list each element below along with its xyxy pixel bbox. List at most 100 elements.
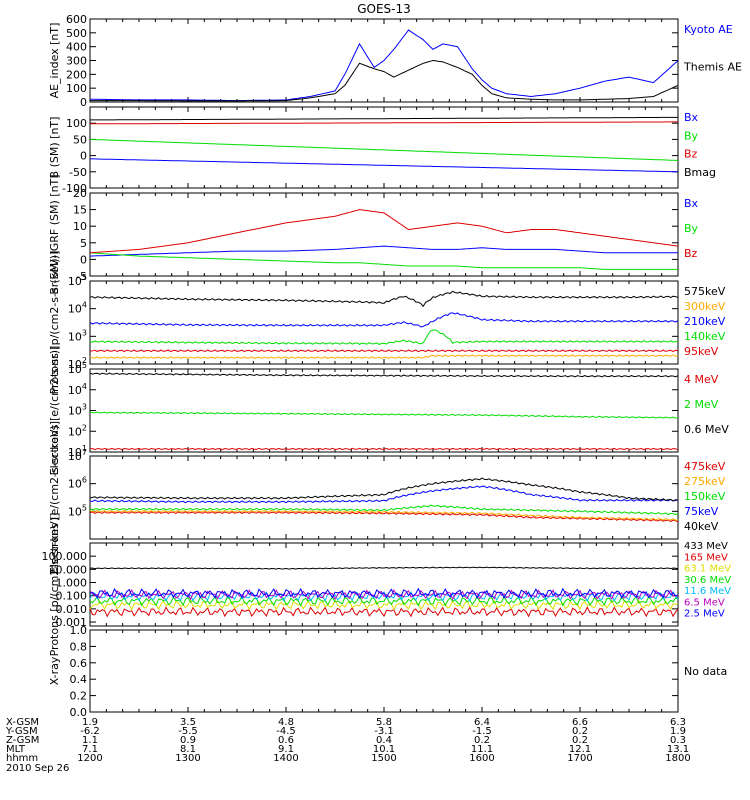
series-line-4-mev xyxy=(89,447,679,451)
footer-date: 2010 Sep 26 xyxy=(6,763,69,774)
y-tick-label: 103 xyxy=(68,403,87,418)
y-tick-label: 105 xyxy=(68,273,87,288)
y-tick-label: 0 xyxy=(80,253,87,266)
panel-6: 105 106 107 Electrons [e/(cm2-s-sr-keV)] 475… xyxy=(48,421,726,574)
y-tick-label: 600 xyxy=(66,13,87,26)
series-line-bx xyxy=(89,245,678,257)
y-tick-label: 5 xyxy=(80,237,87,250)
series-line-bmag xyxy=(89,116,678,121)
panel-7: 0.0010.0100.1001.00010.000100.000Protons… xyxy=(42,513,732,657)
y-tick-label: 104 xyxy=(68,301,87,316)
legend-label: 0.6 MeV xyxy=(684,423,729,436)
series-line-by xyxy=(89,252,678,270)
panel-3: -5 0 5 10 15 20 B (SM)-IGRF (SM) [nT] Bx By Bz xyxy=(48,174,699,294)
series-line-themis-ae xyxy=(90,59,679,102)
legend-label: 30.6 MeV xyxy=(684,575,731,586)
footer-value: 1.9 xyxy=(670,726,686,737)
legend-label: Bx xyxy=(684,111,699,124)
legend-label: Themis AE xyxy=(683,61,742,74)
footer-value: 6.3 xyxy=(670,717,686,728)
series-line-bx xyxy=(89,158,679,173)
y-tick-label: -50 xyxy=(69,166,87,179)
footer-value: 8.1 xyxy=(180,744,196,755)
footer-value: 11.1 xyxy=(471,744,493,755)
y-tick-label: 400 xyxy=(66,41,87,54)
legend-label: Bz xyxy=(684,148,698,161)
series-line-bz xyxy=(89,209,679,254)
footer-row-label: Y-GSM xyxy=(5,726,38,737)
legend-label: 140keV xyxy=(684,330,726,343)
y-tick-label: 50 xyxy=(73,133,87,146)
legend-label: 475keV xyxy=(684,460,726,473)
y-tick-label: 1.0 xyxy=(70,624,88,637)
footer-value: 9.1 xyxy=(278,744,294,755)
legend-label: 6.5 MeV xyxy=(684,597,725,608)
footer-value: 13.1 xyxy=(667,744,689,755)
y-tick-label: 10.000 xyxy=(49,563,88,576)
footer-value: 10.1 xyxy=(373,744,395,755)
series-line-by xyxy=(89,138,679,161)
y-axis-label: AE_index [nT] xyxy=(48,23,61,99)
footer-row-label: X-GSM xyxy=(6,717,39,728)
y-axis-label: Protons [p/(cm2-s-sr-keV)] xyxy=(48,251,61,395)
legend-label: 75keV xyxy=(684,505,719,518)
legend-label: 2.5 MeV xyxy=(684,609,725,620)
y-axis-label: B (SM)-IGRF (SM) [nT] xyxy=(48,174,61,294)
series-line-475kev xyxy=(89,511,679,523)
footer-value: -6.2 xyxy=(80,726,100,737)
y-tick-label: 0.010 xyxy=(56,603,88,616)
y-tick-label: 100 xyxy=(66,117,87,130)
legend-label: Bmag xyxy=(684,166,716,179)
series-line-150kev xyxy=(89,504,679,516)
footer-value: 1700 xyxy=(567,753,592,764)
panel-frame xyxy=(89,629,679,713)
legend-label: 275keV xyxy=(684,475,726,488)
legend-label: 433 MeV xyxy=(684,541,728,552)
legend-label: 40keV xyxy=(684,520,719,533)
series-line-6.5-mev xyxy=(89,588,679,601)
series-line-210kev xyxy=(89,312,679,328)
legend-label: 300keV xyxy=(684,300,726,313)
legend-label: By xyxy=(684,222,699,235)
series-line-0.6-mev xyxy=(89,372,679,378)
y-tick-label: -100 xyxy=(62,182,87,195)
y-tick-label: -5 xyxy=(76,270,87,283)
y-tick-label: 0.8 xyxy=(70,640,88,653)
y-tick-label: 200 xyxy=(66,68,87,81)
series-line-2-mev xyxy=(89,411,679,419)
y-tick-label: 0.100 xyxy=(56,590,88,603)
y-tick-label: 0.2 xyxy=(70,690,88,703)
footer-row-label: Z-GSM xyxy=(6,735,39,746)
footer-value: 7.1 xyxy=(82,744,98,755)
footer-value: 1500 xyxy=(371,753,396,764)
footer-value: 1300 xyxy=(175,753,200,764)
plot-title: GOES-13 xyxy=(357,2,411,16)
footer-value: 0.9 xyxy=(180,735,196,746)
y-tick-label: 0 xyxy=(80,150,87,163)
panel-frame xyxy=(89,542,679,627)
panel-2: -100 -50 0 50 100 B (SM) [nT] Bx By Bz Bmag xyxy=(48,106,716,195)
y-tick-label: 100.000 xyxy=(42,550,88,563)
legend-label: 63.1 MeV xyxy=(684,564,731,575)
footer-value: 6.4 xyxy=(474,717,490,728)
legend-label: Kyoto AE xyxy=(684,23,733,36)
y-tick-label: 15 xyxy=(73,204,87,217)
footer-value: 3.5 xyxy=(180,717,196,728)
legend-label: 165 MeV xyxy=(684,552,728,563)
series-line-75kev xyxy=(89,485,679,504)
y-tick-label: 500 xyxy=(66,27,87,40)
footer-value: 1.9 xyxy=(82,717,98,728)
series-line-bz xyxy=(90,121,678,125)
series-line-30.6-mev xyxy=(89,595,679,607)
series-line-95kev xyxy=(89,349,679,353)
legend-label: 4 MeV xyxy=(684,373,719,386)
y-axis-label: B (SM) [nT] xyxy=(48,117,61,179)
series-line-575kev xyxy=(89,290,679,308)
footer-value: -3.1 xyxy=(374,726,394,737)
series-line-300kev xyxy=(89,354,679,360)
